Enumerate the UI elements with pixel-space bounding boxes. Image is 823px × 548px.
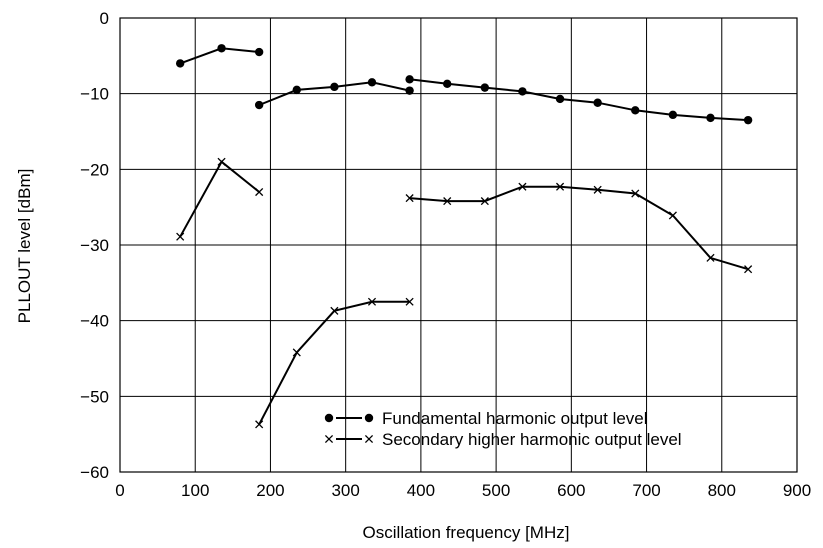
data-point-cross bbox=[255, 187, 264, 197]
data-point-dot bbox=[631, 106, 640, 115]
data-point-dot bbox=[743, 115, 753, 125]
series-layer bbox=[175, 44, 753, 429]
legend-symbol-secondary bbox=[324, 434, 374, 444]
cross-stroke bbox=[593, 185, 602, 194]
data-point-dot bbox=[292, 85, 301, 95]
data-point-dot bbox=[254, 47, 264, 57]
x-tick-label: 100 bbox=[181, 481, 209, 500]
cross-stroke bbox=[324, 434, 334, 444]
cross-stroke bbox=[480, 197, 489, 206]
cross-stroke bbox=[405, 297, 414, 306]
x-tick-label: 700 bbox=[632, 481, 660, 500]
data-point-dot bbox=[706, 113, 715, 123]
series-line-segment bbox=[409, 185, 749, 271]
x-tick-label: 0 bbox=[115, 481, 124, 500]
y-axis-ticks: 0 −10 −20 −30 −40 −50 −60 bbox=[80, 9, 109, 482]
x-tick-label: 200 bbox=[256, 481, 284, 500]
data-point-dot bbox=[254, 100, 264, 110]
cross-stroke bbox=[668, 211, 677, 220]
legend-item-fundamental: Fundamental harmonic output level bbox=[324, 409, 648, 428]
data-point-cross bbox=[405, 297, 414, 306]
cross-stroke bbox=[367, 297, 377, 306]
cross-stroke bbox=[631, 189, 640, 198]
y-tick-label: −60 bbox=[80, 463, 109, 482]
legend-label-secondary: Secondary higher harmonic output level bbox=[382, 430, 682, 449]
data-point-dot bbox=[175, 59, 185, 68]
data-point-dot bbox=[668, 110, 678, 120]
data-point-dot bbox=[405, 75, 414, 84]
cross-stroke bbox=[364, 434, 374, 444]
cross-stroke bbox=[518, 182, 527, 191]
data-point-dot bbox=[367, 78, 377, 87]
y-tick-label: −40 bbox=[80, 312, 109, 331]
cross-stroke bbox=[217, 157, 226, 166]
cross-stroke bbox=[255, 187, 264, 197]
data-point-cross bbox=[555, 182, 565, 191]
data-point-cross bbox=[292, 348, 301, 357]
data-point-cross bbox=[706, 253, 715, 262]
series-secondary bbox=[176, 157, 753, 429]
legend-label-fundamental: Fundamental harmonic output level bbox=[382, 409, 648, 428]
legend: Fundamental harmonic output level Second… bbox=[324, 409, 682, 449]
cross-stroke bbox=[330, 306, 339, 315]
data-point-cross bbox=[217, 157, 226, 166]
y-tick-label: 0 bbox=[100, 9, 109, 28]
cross-stroke bbox=[292, 348, 301, 357]
y-tick-label: −20 bbox=[80, 160, 109, 179]
cross-stroke bbox=[555, 182, 565, 191]
data-point-cross bbox=[176, 232, 185, 241]
data-point-cross bbox=[518, 182, 527, 191]
data-point-dot bbox=[555, 94, 565, 104]
data-point-dot bbox=[405, 86, 414, 95]
plot-frame bbox=[119, 17, 798, 473]
data-point-dot bbox=[330, 82, 339, 92]
data-point-cross bbox=[480, 197, 489, 206]
data-point-cross bbox=[668, 211, 677, 220]
x-tick-label: 300 bbox=[331, 481, 359, 500]
x-axis-title: Oscillation frequency [MHz] bbox=[363, 523, 570, 542]
data-point-cross bbox=[593, 185, 602, 194]
legend-symbol-fundamental bbox=[324, 413, 374, 423]
data-point-cross bbox=[443, 197, 452, 206]
data-point-cross bbox=[631, 189, 640, 198]
data-point-dot bbox=[217, 44, 226, 53]
data-point-cross bbox=[744, 265, 753, 274]
x-tick-label: 600 bbox=[557, 481, 585, 500]
cross-stroke bbox=[255, 420, 264, 429]
series-fundamental bbox=[175, 44, 753, 125]
cross-stroke bbox=[176, 232, 185, 241]
data-point-dot bbox=[480, 83, 490, 92]
y-tick-label: −10 bbox=[80, 85, 109, 104]
data-point-cross bbox=[330, 306, 339, 315]
data-point-cross bbox=[367, 297, 377, 306]
legend-dot bbox=[364, 413, 374, 423]
cross-stroke bbox=[443, 197, 452, 206]
data-point-dot bbox=[518, 87, 527, 96]
data-point-cross bbox=[255, 420, 264, 429]
grid bbox=[120, 18, 797, 472]
series-line-segment bbox=[179, 160, 260, 238]
x-axis-ticks: 0 100 200 300 400 500 600 700 800 900 bbox=[115, 481, 811, 500]
y-axis-title: PLLOUT level [dBm] bbox=[15, 169, 34, 324]
cross-stroke bbox=[405, 194, 414, 203]
data-point-dot bbox=[443, 79, 452, 89]
series-line-segment bbox=[409, 78, 749, 122]
legend-cross bbox=[364, 434, 374, 444]
data-point-cross bbox=[405, 194, 414, 203]
y-tick-label: −30 bbox=[80, 236, 109, 255]
data-point-dot bbox=[593, 98, 602, 107]
legend-item-secondary: Secondary higher harmonic output level bbox=[324, 430, 682, 449]
y-tick-label: −50 bbox=[80, 387, 109, 406]
x-tick-label: 900 bbox=[783, 481, 811, 500]
x-tick-label: 400 bbox=[407, 481, 435, 500]
legend-cross bbox=[324, 434, 334, 444]
cross-stroke bbox=[744, 265, 753, 274]
x-tick-label: 500 bbox=[482, 481, 510, 500]
x-tick-label: 800 bbox=[708, 481, 736, 500]
cross-stroke bbox=[706, 253, 715, 262]
legend-dot bbox=[324, 413, 334, 423]
